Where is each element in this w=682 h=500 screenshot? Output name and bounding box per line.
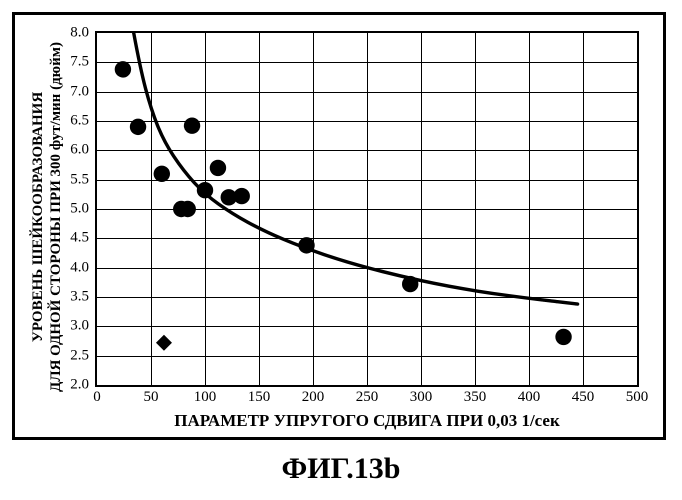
data-point-circle [184, 117, 200, 133]
y-tick-label: 6.0 [49, 142, 89, 159]
figure-root: УРОВЕНЬ ШЕЙКООБРАЗОВАНИЯ ДЛЯ ОДНОЙ СТОРО… [0, 0, 682, 500]
y-tick-label: 6.5 [49, 113, 89, 130]
vgrid-line [421, 33, 422, 385]
x-tick-label: 300 [410, 389, 433, 406]
y-tick-label: 5.0 [49, 201, 89, 218]
y-tick-label: 4.5 [49, 230, 89, 247]
vgrid-line [313, 33, 314, 385]
chart-outer-frame: УРОВЕНЬ ШЕЙКООБРАЗОВАНИЯ ДЛЯ ОДНОЙ СТОРО… [12, 12, 666, 440]
data-point-circle [210, 160, 226, 176]
vgrid-line [259, 33, 260, 385]
plot-area [95, 31, 639, 387]
figure-caption-text: ФИГ.13b [282, 452, 401, 485]
x-tick-label: 150 [248, 389, 271, 406]
y-tick-label: 5.5 [49, 171, 89, 188]
y-tick-label: 3.5 [49, 289, 89, 306]
x-axis-label: ПАРАМЕТР УПРУГОГО СДВИГА ПРИ 0,03 1/сек [95, 411, 639, 431]
figure-caption: ФИГ.13b [0, 452, 682, 486]
y-tick-label: 2.5 [49, 347, 89, 364]
data-point-circle [221, 189, 237, 205]
x-tick-label: 450 [572, 389, 595, 406]
vgrid-line [529, 33, 530, 385]
data-point-circle [115, 61, 131, 77]
y-tick-label: 7.5 [49, 54, 89, 71]
x-tick-label: 500 [626, 389, 649, 406]
data-point-circle [402, 276, 418, 292]
trend-curve [134, 33, 578, 304]
vgrid-line [151, 33, 152, 385]
x-tick-label: 50 [144, 389, 159, 406]
data-point-circle [234, 188, 250, 204]
y-tick-label: 8.0 [49, 25, 89, 42]
vgrid-line [367, 33, 368, 385]
x-tick-label: 350 [464, 389, 487, 406]
y-tick-label: 2.0 [49, 377, 89, 394]
vgrid-line [475, 33, 476, 385]
y-tick-label: 4.0 [49, 259, 89, 276]
vgrid-line [583, 33, 584, 385]
y-axis-label-line1: УРОВЕНЬ ШЕЙКООБРАЗОВАНИЯ [30, 37, 48, 397]
x-tick-label: 0 [93, 389, 101, 406]
data-point-diamond [156, 335, 172, 351]
x-tick-label: 100 [194, 389, 217, 406]
y-tick-label: 3.0 [49, 318, 89, 335]
vgrid-line [205, 33, 206, 385]
y-tick-label: 7.0 [49, 83, 89, 100]
x-tick-label: 250 [356, 389, 379, 406]
x-tick-label: 200 [302, 389, 325, 406]
data-point-circle [555, 329, 571, 345]
x-tick-label: 400 [518, 389, 541, 406]
